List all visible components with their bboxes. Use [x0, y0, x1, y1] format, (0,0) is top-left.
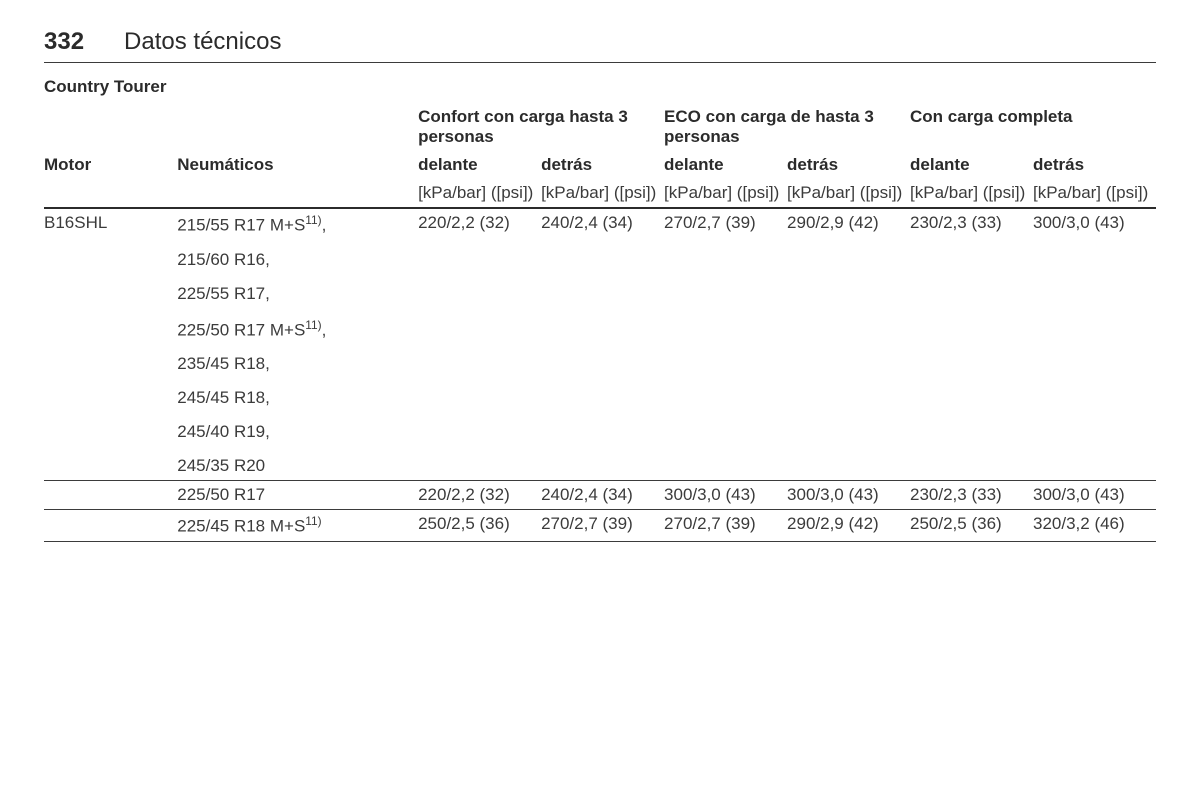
footnote-ref: 11) [305, 213, 321, 227]
tyre-item: 245/35 R20 [177, 456, 412, 476]
tyre-item: 215/55 R17 M+S [177, 216, 305, 235]
footnote-ref: 11) [305, 318, 321, 332]
header-full-front: delante [910, 151, 1033, 179]
sub-header-row: Motor Neumáticos delante detrás delante … [44, 151, 1156, 179]
cell-value: 320/3,2 (46) [1033, 510, 1156, 542]
header-eco: ECO con carga de hasta 3 personas [664, 103, 910, 151]
tyre-item: 245/45 R18, [177, 388, 412, 408]
tyre-item: 235/45 R18, [177, 354, 412, 374]
tyre-item: 225/50 R17 M+S [177, 320, 305, 339]
cell-value: 300/3,0 (43) [1033, 481, 1156, 510]
cell-value: 220/2,2 (32) [418, 481, 541, 510]
tyre-item: 225/55 R17, [177, 284, 412, 304]
page-number: 332 [44, 28, 84, 56]
cell-value: 240/2,4 (34) [541, 208, 664, 481]
tyre-item: 215/60 R16, [177, 250, 412, 270]
header-comfort: Confort con carga hasta 3 personas [418, 103, 664, 151]
cell-value: 220/2,2 (32) [418, 208, 541, 481]
cell-value: 270/2,7 (39) [541, 510, 664, 542]
header-divider [44, 62, 1156, 63]
table-row: B16SHL 215/55 R17 M+S11), 215/60 R16, 22… [44, 208, 1156, 481]
cell-value: 300/3,0 (43) [664, 481, 787, 510]
unit-comfort-rear: [kPa/bar] ([psi]) [541, 179, 664, 208]
header-comfort-rear: detrás [541, 151, 664, 179]
cell-value: 240/2,4 (34) [541, 481, 664, 510]
tyre-item: 225/45 R18 M+S [177, 517, 305, 536]
header-full: Con carga completa [910, 103, 1156, 151]
tyre-pressure-table: Confort con carga hasta 3 personas ECO c… [44, 103, 1156, 542]
table-row: 225/50 R17 220/2,2 (32) 240/2,4 (34) 300… [44, 481, 1156, 510]
cell-value: 270/2,7 (39) [664, 510, 787, 542]
cell-value: 230/2,3 (33) [910, 208, 1033, 481]
unit-eco-front: [kPa/bar] ([psi]) [664, 179, 787, 208]
header-motor: Motor [44, 151, 177, 179]
unit-comfort-front: [kPa/bar] ([psi]) [418, 179, 541, 208]
tyre-item: 245/40 R19, [177, 422, 412, 442]
cell-value: 290/2,9 (42) [787, 208, 910, 481]
page-header: 332 Datos técnicos [44, 28, 1156, 56]
header-tyres: Neumáticos [177, 151, 418, 179]
header-eco-rear: detrás [787, 151, 910, 179]
cell-motor: B16SHL [44, 208, 177, 481]
header-full-rear: detrás [1033, 151, 1156, 179]
cell-value: 290/2,9 (42) [787, 510, 910, 542]
table-title: Country Tourer [44, 77, 1156, 97]
cell-tyres-list: 215/55 R17 M+S11), 215/60 R16, 225/55 R1… [177, 208, 418, 481]
unit-full-rear: [kPa/bar] ([psi]) [1033, 179, 1156, 208]
unit-full-front: [kPa/bar] ([psi]) [910, 179, 1033, 208]
cell-value: 230/2,3 (33) [910, 481, 1033, 510]
cell-tyres: 225/50 R17 [177, 481, 418, 510]
cell-value: 300/3,0 (43) [787, 481, 910, 510]
header-comfort-front: delante [418, 151, 541, 179]
cell-value: 270/2,7 (39) [664, 208, 787, 481]
cell-value: 250/2,5 (36) [418, 510, 541, 542]
section-title: Datos técnicos [124, 28, 281, 56]
cell-value: 300/3,0 (43) [1033, 208, 1156, 481]
header-eco-front: delante [664, 151, 787, 179]
table-row: 225/45 R18 M+S11) 250/2,5 (36) 270/2,7 (… [44, 510, 1156, 542]
units-row: [kPa/bar] ([psi]) [kPa/bar] ([psi]) [kPa… [44, 179, 1156, 208]
footnote-ref: 11) [305, 514, 321, 528]
cell-tyres: 225/45 R18 M+S11) [177, 510, 418, 542]
unit-eco-rear: [kPa/bar] ([psi]) [787, 179, 910, 208]
cell-value: 250/2,5 (36) [910, 510, 1033, 542]
group-header-row: Confort con carga hasta 3 personas ECO c… [44, 103, 1156, 151]
